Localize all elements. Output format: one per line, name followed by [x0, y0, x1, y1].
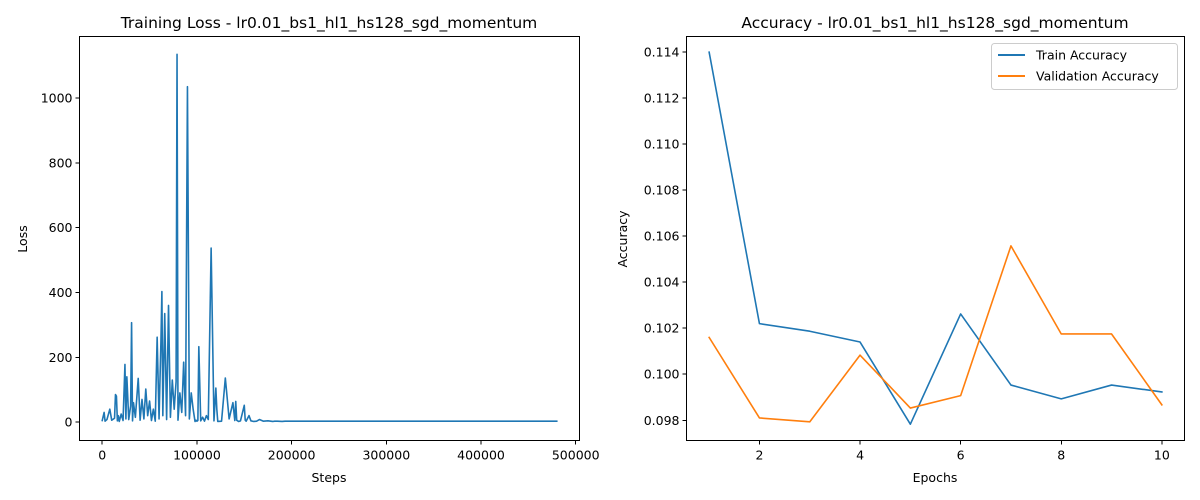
- x-tick-label: 4: [856, 448, 864, 463]
- accuracy-chart-frame: [686, 36, 1185, 441]
- y-tick-label: 0.100: [644, 367, 680, 382]
- y-tick-label: 400: [49, 285, 73, 300]
- loss-chart-xlabel: Steps: [312, 470, 347, 485]
- y-tick-label: 0: [65, 415, 73, 430]
- x-tick-label: 8: [1057, 448, 1065, 463]
- legend-box: [991, 43, 1178, 90]
- y-tick-label: 0.104: [644, 275, 680, 290]
- train-accuracy-line: [708, 51, 1163, 425]
- accuracy-chart-ylabel: Accuracy: [615, 210, 630, 268]
- x-tick-label: 10: [1154, 448, 1170, 463]
- y-tick-label: 0.112: [644, 91, 680, 106]
- y-tick-label: 0.098: [644, 413, 680, 428]
- loss-chart-ylabel: Loss: [15, 225, 30, 252]
- accuracy-chart-ticks: 2 4 6 8 10 0.098 0.100 0.102 0.104 0.106 0.108 0.11…: [644, 45, 1170, 463]
- loss-chart: Training Loss - lr0.01_bs1_hl1_hs128_sgd…: [15, 14, 600, 485]
- y-tick-label: 0.114: [644, 45, 680, 60]
- y-tick-label: 200: [49, 350, 73, 365]
- validation-accuracy-line: [708, 245, 1163, 423]
- x-tick-label: 200000: [268, 448, 316, 463]
- y-tick-label: 800: [49, 155, 73, 170]
- y-tick-label: 0.102: [644, 321, 680, 336]
- y-tick-label: 1000: [41, 91, 73, 106]
- accuracy-chart-xlabel: Epochs: [913, 470, 958, 485]
- x-tick-label: 300000: [362, 448, 410, 463]
- y-tick-label: 0.108: [644, 183, 680, 198]
- accuracy-chart-series: [708, 51, 1163, 425]
- legend-train-label: Train Accuracy: [1035, 48, 1128, 63]
- accuracy-chart-title: Accuracy - lr0.01_bs1_hl1_hs128_sgd_mome…: [741, 14, 1128, 33]
- loss-chart-series: [101, 53, 558, 423]
- loss-line: [101, 53, 558, 423]
- y-tick-label: 0.110: [644, 137, 680, 152]
- x-tick-label: 6: [957, 448, 965, 463]
- x-tick-label: 100000: [173, 448, 221, 463]
- y-tick-label: 600: [49, 220, 73, 235]
- legend-validation-label: Validation Accuracy: [1036, 69, 1159, 84]
- x-tick-label: 0: [98, 448, 106, 463]
- x-tick-label: 2: [755, 448, 763, 463]
- accuracy-chart: Accuracy - lr0.01_bs1_hl1_hs128_sgd_mome…: [615, 14, 1185, 485]
- loss-chart-ticks: 0 100000 200000 300000 400000 500000 0 200 400 60…: [41, 91, 600, 463]
- y-tick-label: 0.106: [644, 229, 680, 244]
- loss-chart-title: Training Loss - lr0.01_bs1_hl1_hs128_sgd…: [120, 14, 538, 33]
- x-tick-label: 500000: [552, 448, 600, 463]
- x-tick-label: 400000: [457, 448, 505, 463]
- accuracy-legend: Train Accuracy Validation Accuracy: [991, 43, 1178, 90]
- loss-chart-frame: [79, 36, 580, 441]
